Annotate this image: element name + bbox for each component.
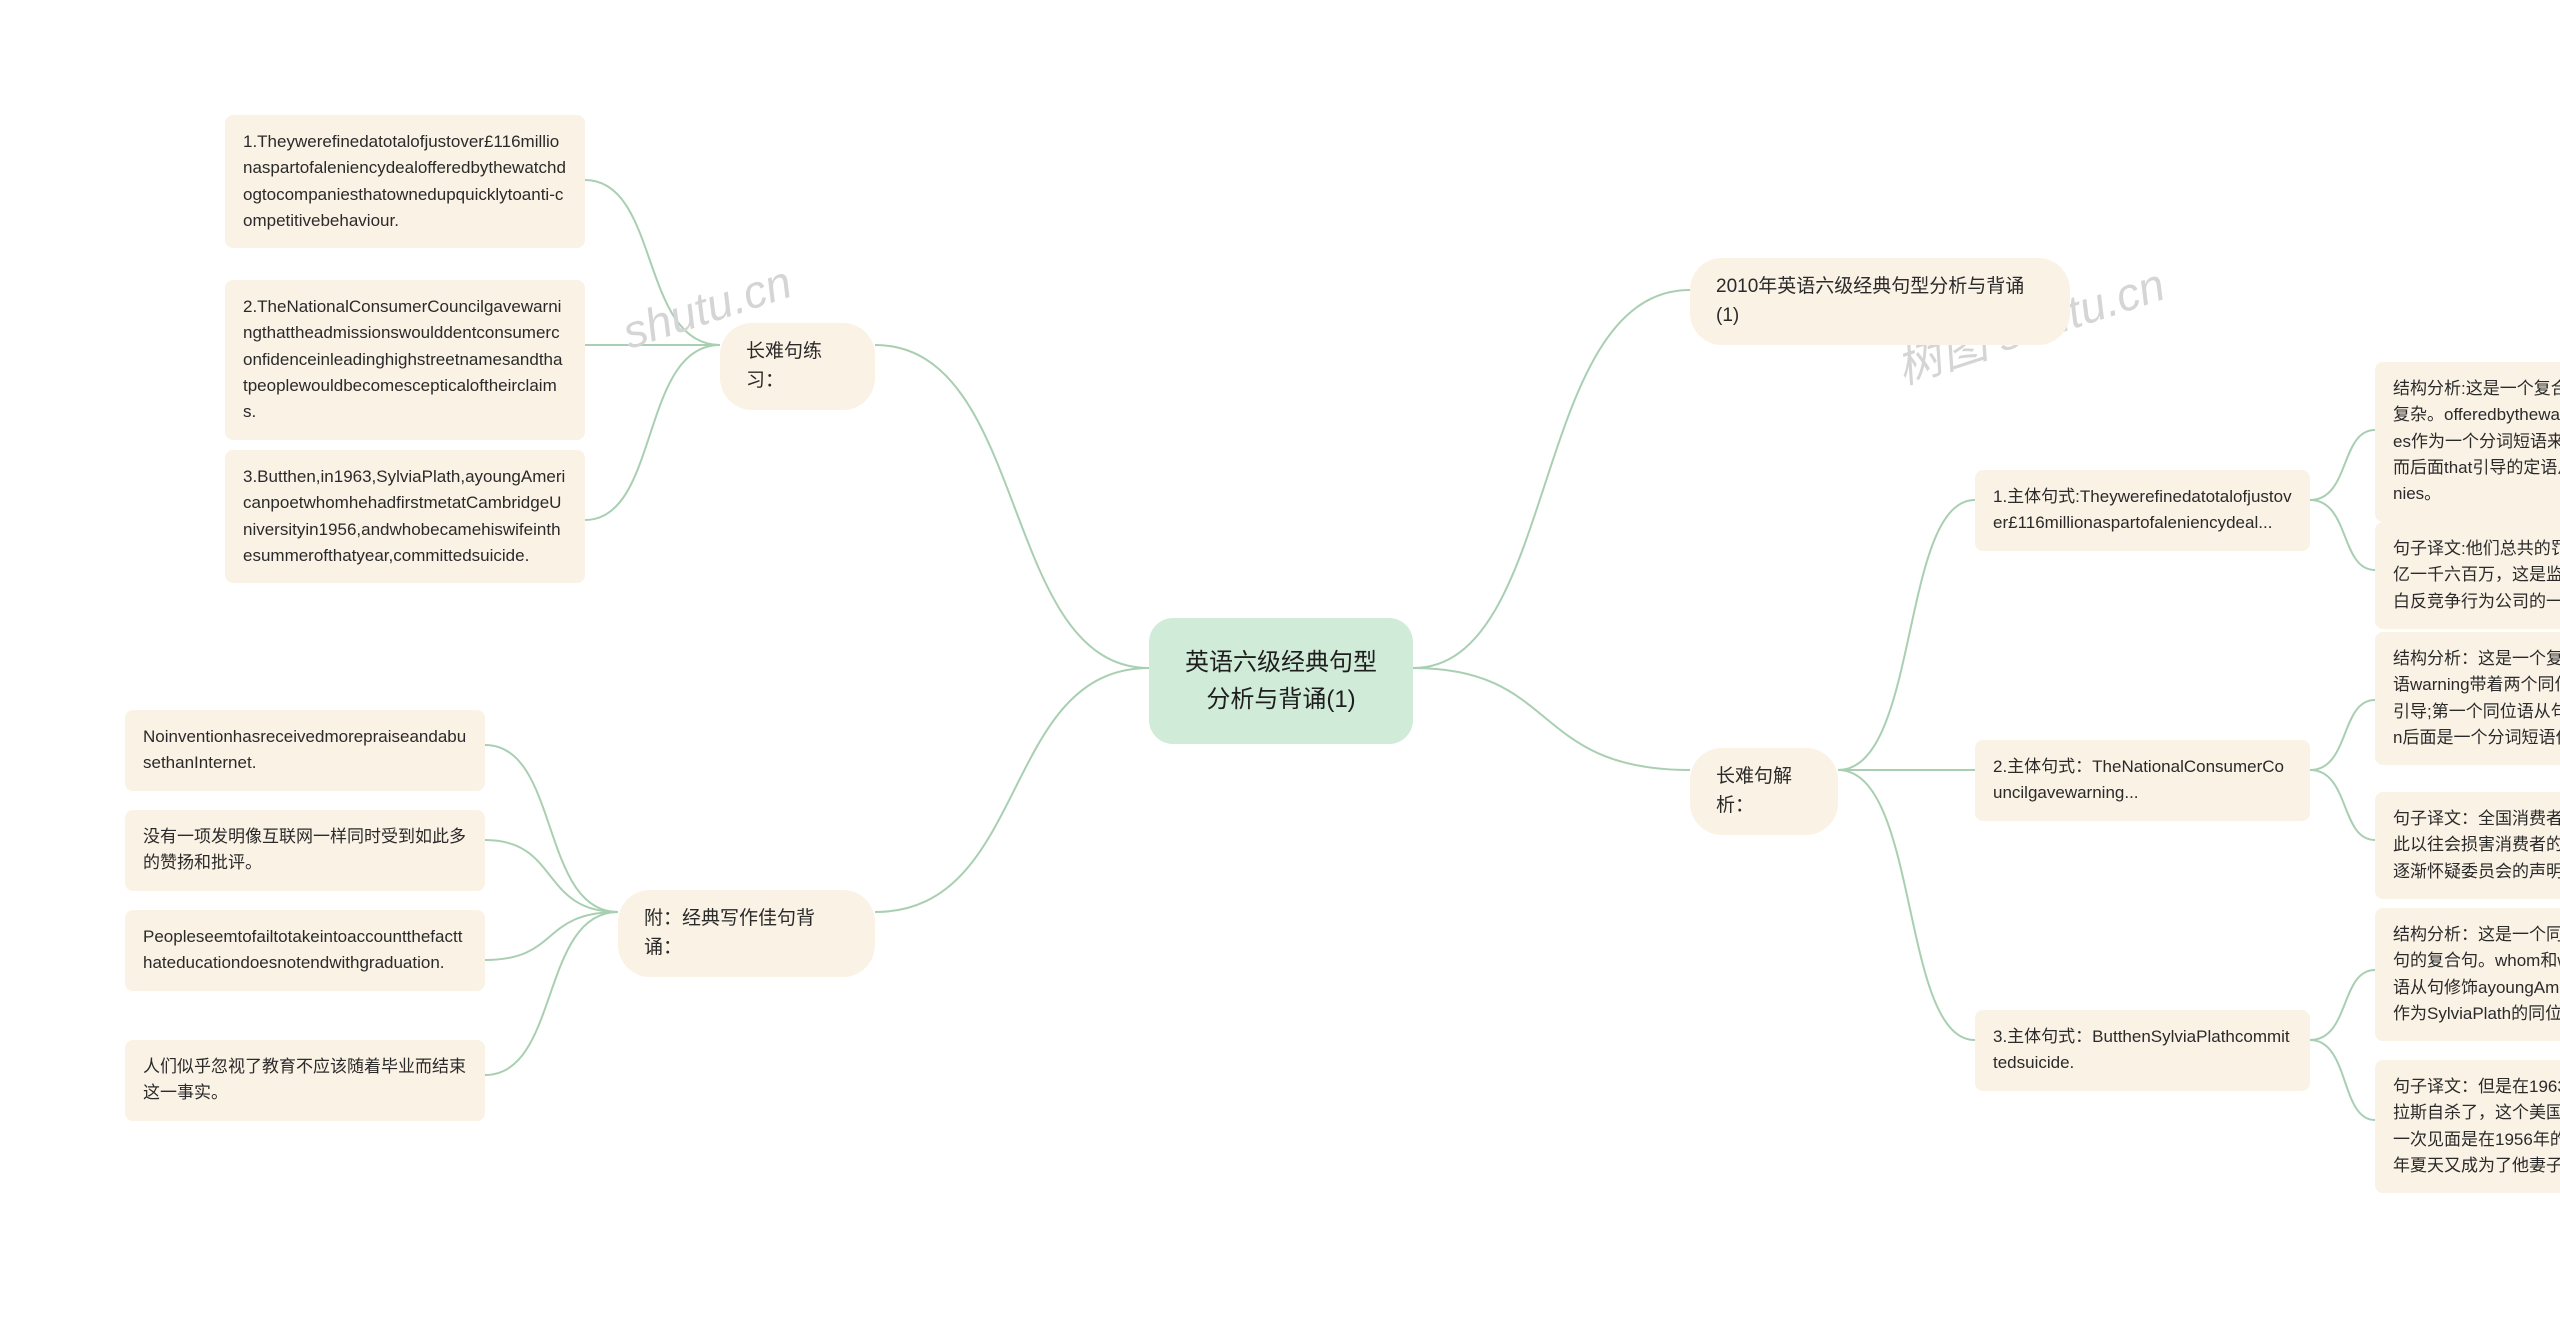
branch-right-1-child-1: 2.主体句式：TheNationalConsumerCouncilgavewar…: [1975, 740, 2310, 821]
branch-left-1-child-0: Noinventionhasreceivedmorepraiseandabuse…: [125, 710, 485, 791]
branch-left-0-child-0: 1.Theywerefinedatotalofjustover£116milli…: [225, 115, 585, 248]
branch-right-1-child-1-leaf-1: 句子译文：全国消费者委员会警告说长此以往会损害消费者的信心，人们也会逐渐怀疑委员…: [2375, 792, 2560, 899]
branch-right-1-child-0-label: 1.主体句式:Theywerefinedatotalofjustover£116…: [1993, 487, 2292, 532]
branch-left-0-child-2: 3.Butthen,in1963,SylviaPlath,ayoungAmeri…: [225, 450, 585, 583]
branch-right-1-child-1-label: 2.主体句式：TheNationalConsumerCouncilgavewar…: [1993, 757, 2284, 802]
branch-right-1-child-0: 1.主体句式:Theywerefinedatotalofjustover£116…: [1975, 470, 2310, 551]
mindmap-center: 英语六级经典句型分析与背诵(1): [1149, 618, 1413, 744]
branch-right-1-label: 长难句解析：: [1716, 766, 1792, 816]
branch-right-0: 2010年英语六级经典句型分析与背诵(1): [1690, 258, 2070, 345]
center-text: 英语六级经典句型分析与背诵(1): [1185, 649, 1377, 713]
branch-right-1-child-2-leaf-0: 结构分析：这是一个同位语带有定语从句的复合句。whom和who引导的两个定语从句…: [2375, 908, 2560, 1041]
branch-right-1-child-2-leaf-1: 句子译文：但是在1963年，西尔维亚·普拉斯自杀了，这个美国年轻诗人与他第一次见…: [2375, 1060, 2560, 1193]
branch-left-0-label: 长难句练习：: [746, 341, 822, 391]
branch-right-1-child-1-leaf-0: 结构分析：这是一个复合句，句子的宾语warning带着两个同位语从句，以that…: [2375, 632, 2560, 765]
branch-right-0-label: 2010年英语六级经典句型分析与背诵(1): [1716, 276, 2024, 326]
branch-left-1-child-2: Peopleseemtofailtotakeintoaccountthefact…: [125, 910, 485, 991]
branch-right-1-child-2: 3.主体句式：ButthenSylviaPlathcommittedsuicid…: [1975, 1010, 2310, 1091]
branch-left-0: 长难句练习：: [720, 323, 875, 410]
branch-right-1-child-0-leaf-0: 结构分析:这是一个复合句，其成分比较复杂。offeredbythewatchdo…: [2375, 362, 2560, 522]
branch-right-1-child-0-leaf-1: 句子译文:他们总共的罚金只有差不多一亿一千六百万，这是监察部门对积极坦白反竞争行…: [2375, 522, 2560, 629]
branch-left-1-child-1: 没有一项发明像互联网一样同时受到如此多的赞扬和批评。: [125, 810, 485, 891]
branch-right-1-child-2-label: 3.主体句式：ButthenSylviaPlathcommittedsuicid…: [1993, 1027, 2290, 1072]
branch-left-1-label: 附：经典写作佳句背诵：: [644, 908, 815, 958]
branch-left-1: 附：经典写作佳句背诵：: [618, 890, 875, 977]
branch-left-0-child-1: 2.TheNationalConsumerCouncilgavewarningt…: [225, 280, 585, 440]
branch-left-1-child-3: 人们似乎忽视了教育不应该随着毕业而结束这一事实。: [125, 1040, 485, 1121]
branch-right-1: 长难句解析：: [1690, 748, 1838, 835]
